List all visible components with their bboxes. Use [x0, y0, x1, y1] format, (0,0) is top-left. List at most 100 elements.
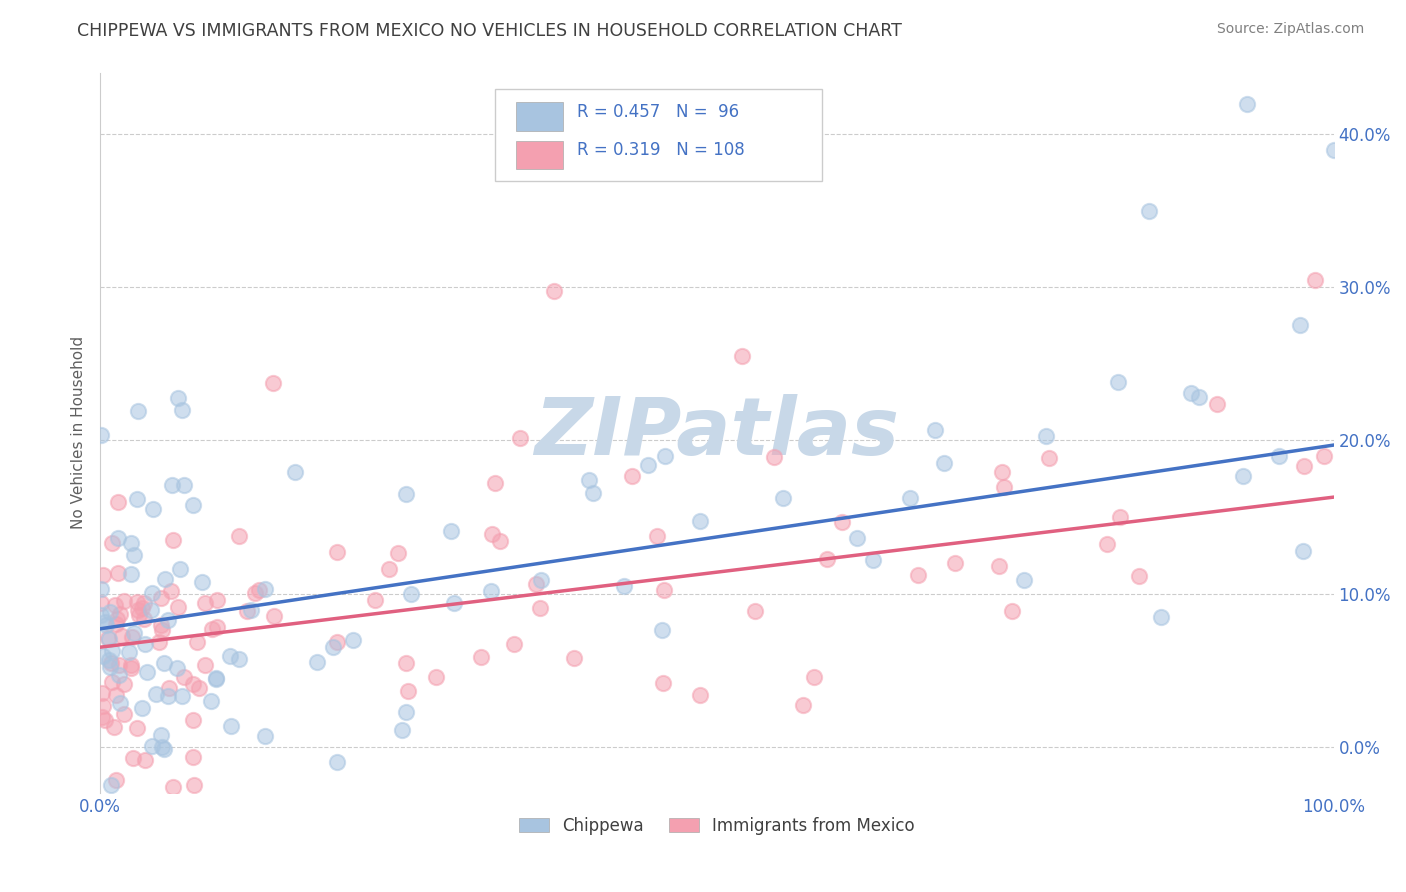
Point	[396, 683, 419, 698]
Point	[94, 615, 117, 629]
Point	[1232, 468, 1254, 483]
Point	[139, 603, 162, 617]
Point	[792, 698, 814, 712]
Point	[145, 687, 167, 701]
Point	[201, 622, 224, 636]
Point	[1038, 451, 1060, 466]
Point	[107, 531, 129, 545]
Point	[1313, 449, 1336, 463]
Point	[394, 705, 416, 719]
Point	[90, 596, 112, 610]
Point	[803, 670, 825, 684]
Point	[1095, 536, 1118, 550]
Point	[112, 594, 135, 608]
Point	[689, 514, 711, 528]
Point	[645, 529, 668, 543]
Point	[97, 631, 120, 645]
Point	[1137, 203, 1160, 218]
Point	[127, 602, 149, 616]
Point	[134, 612, 156, 626]
Point	[326, 634, 349, 648]
Point	[121, 658, 143, 673]
Point	[91, 686, 114, 700]
Point	[134, 637, 156, 651]
Point	[166, 391, 188, 405]
Point	[152, 739, 174, 754]
Point	[128, 608, 150, 623]
Point	[443, 596, 465, 610]
Point	[162, 478, 184, 492]
Point	[187, 681, 209, 695]
Point	[108, 667, 131, 681]
Point	[247, 583, 270, 598]
Point	[124, 626, 146, 640]
Point	[654, 450, 676, 464]
Point	[219, 649, 242, 664]
Point	[219, 719, 242, 733]
Point	[120, 661, 142, 675]
Point	[991, 465, 1014, 479]
Point	[1188, 391, 1211, 405]
Point	[100, 778, 122, 792]
Point	[181, 676, 204, 690]
Point	[924, 423, 946, 437]
Point	[945, 556, 967, 570]
Point	[207, 620, 229, 634]
Point	[236, 604, 259, 618]
Point	[399, 587, 422, 601]
Point	[254, 729, 277, 743]
Point	[172, 690, 194, 704]
Point	[105, 617, 128, 632]
Point	[170, 402, 193, 417]
Point	[651, 623, 673, 637]
Point	[94, 617, 117, 632]
Point	[150, 623, 173, 637]
Point	[305, 655, 328, 669]
Point	[204, 672, 226, 686]
Point	[253, 582, 276, 596]
Point	[228, 529, 250, 543]
Point	[112, 677, 135, 691]
Point	[387, 545, 409, 559]
Point	[1292, 544, 1315, 558]
Point	[105, 689, 128, 703]
Point	[1035, 429, 1057, 443]
Point	[228, 651, 250, 665]
Point	[135, 665, 157, 679]
Point	[98, 660, 121, 674]
Point	[391, 723, 413, 738]
Point	[395, 486, 418, 500]
Point	[993, 480, 1015, 494]
Point	[689, 688, 711, 702]
Text: CHIPPEWA VS IMMIGRANTS FROM MEXICO NO VEHICLES IN HOUSEHOLD CORRELATION CHART: CHIPPEWA VS IMMIGRANTS FROM MEXICO NO VE…	[77, 22, 903, 40]
Point	[652, 676, 675, 690]
Y-axis label: No Vehicles in Household: No Vehicles in Household	[72, 336, 86, 529]
Point	[1292, 459, 1315, 474]
Point	[141, 739, 163, 753]
Legend: Chippewa, Immigrants from Mexico: Chippewa, Immigrants from Mexico	[519, 817, 915, 835]
Point	[105, 773, 128, 788]
Point	[157, 690, 180, 704]
Point	[845, 532, 868, 546]
Point	[529, 600, 551, 615]
Point	[121, 630, 143, 644]
Point	[98, 632, 121, 647]
Point	[127, 404, 149, 418]
Point	[425, 669, 447, 683]
Point	[120, 535, 142, 549]
Point	[205, 592, 228, 607]
Point	[121, 751, 143, 765]
Point	[470, 649, 492, 664]
Point	[100, 656, 122, 670]
Point	[125, 492, 148, 507]
Point	[1289, 318, 1312, 332]
FancyBboxPatch shape	[516, 103, 562, 130]
Point	[153, 656, 176, 670]
Point	[831, 515, 853, 529]
Point	[94, 713, 117, 727]
Point	[173, 670, 195, 684]
Point	[186, 634, 208, 648]
Point	[166, 661, 188, 675]
Point	[167, 599, 190, 614]
Point	[1014, 573, 1036, 587]
